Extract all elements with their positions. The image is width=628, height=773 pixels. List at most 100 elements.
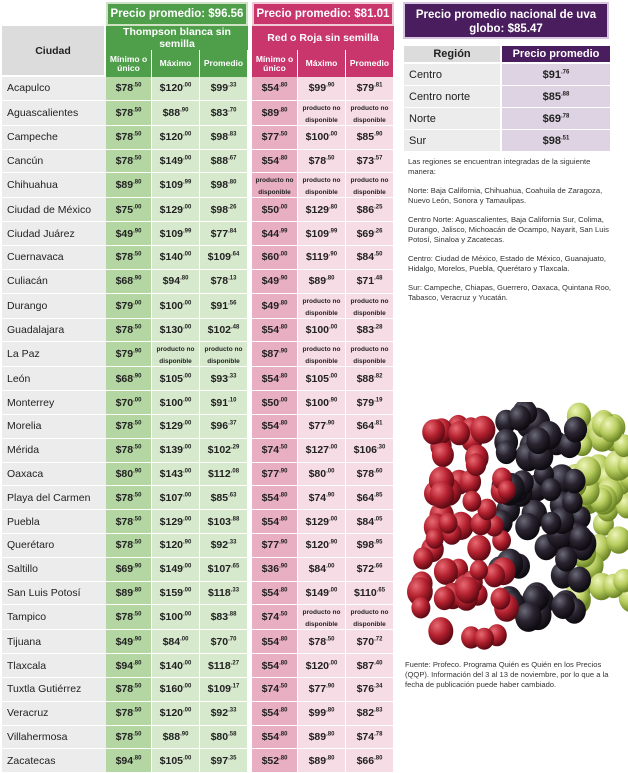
city-name: Culiacán xyxy=(2,270,106,294)
grape-berry xyxy=(515,602,542,632)
red-avg-cell: $85.90 xyxy=(346,126,394,150)
grape-berry xyxy=(541,512,561,535)
red-max-cell: producto no disponible xyxy=(298,342,346,367)
red-min-cell: $54.80 xyxy=(252,630,298,654)
thompson-max-cell: $100.00 xyxy=(152,391,200,415)
thompson-avg-cell: $118.33 xyxy=(200,582,248,606)
not-available: producto no disponible xyxy=(303,105,341,124)
city-name: Puebla xyxy=(2,510,106,534)
table-row: Ciudad de México$75.00$129.00$98.26$50.0… xyxy=(2,198,394,222)
grape-berry xyxy=(562,490,583,513)
thompson-min-cell: $78.50 xyxy=(106,702,152,726)
grape-berry xyxy=(411,597,430,618)
notes-sur: Sur: Campeche, Chiapas, Guerrero, Oaxaca… xyxy=(408,283,613,303)
red-max-cell: producto no disponible xyxy=(298,101,346,126)
thompson-avg-cell: $98.80 xyxy=(200,173,248,198)
national-avg-banner: Precio promedio nacional de uva globo: $… xyxy=(403,2,609,39)
thompson-min-cell: $78.50 xyxy=(106,534,152,558)
city-column-header: Ciudad xyxy=(2,26,106,77)
table-row: Querétaro$78.50$120.90$92.33$77.90$120.9… xyxy=(2,534,394,558)
price-table: Precio promedio: $96.56 Precio promedio:… xyxy=(2,2,394,773)
thompson-max-cell: $120.00 xyxy=(152,702,200,726)
red-avg-cell: $72.66 xyxy=(346,558,394,582)
thompson-max-cell: $130.00 xyxy=(152,319,200,343)
table-row: Tijuana$49.90$84.00$70.70$54.80$78.50$70… xyxy=(2,630,394,654)
thompson-avg-cell: $102.29 xyxy=(200,439,248,463)
city-name: Mérida xyxy=(2,439,106,463)
table-row: Mérida$78.50$139.00$102.29$74.50$127.00$… xyxy=(2,439,394,463)
thompson-max-cell: $94.80 xyxy=(152,270,200,294)
thompson-max-cell: $160.00 xyxy=(152,678,200,702)
red-min-cell: $74.50 xyxy=(252,439,298,463)
red-max-cell: $129.00 xyxy=(298,510,346,534)
red-avg-cell: $71.48 xyxy=(346,270,394,294)
city-name: Tlaxcala xyxy=(2,654,106,678)
city-name: Acapulco xyxy=(2,77,106,101)
city-name: Campeche xyxy=(2,126,106,150)
city-name: Ciudad Juárez xyxy=(2,222,106,246)
thompson-avg-cell: $99.33 xyxy=(200,77,248,101)
grape-berry xyxy=(413,547,433,569)
thompson-avg-cell: $96.37 xyxy=(200,415,248,439)
red-max-cell: producto no disponible xyxy=(298,294,346,319)
grape-berry xyxy=(463,491,482,512)
red-min-cell: $89.80 xyxy=(252,101,298,126)
thompson-min-cell: $70.00 xyxy=(106,391,152,415)
thompson-avg-cell: $83.70 xyxy=(200,101,248,126)
city-name: Durango xyxy=(2,294,106,319)
thompson-min-cell: $78.50 xyxy=(106,77,152,101)
city-name: Morelia xyxy=(2,415,106,439)
grape-berry xyxy=(491,588,511,610)
not-available: producto no disponible xyxy=(351,298,389,317)
city-name: Playa del Carmen xyxy=(2,486,106,510)
thompson-avg-cell: $88.67 xyxy=(200,150,248,174)
red-max-cell: producto no disponible xyxy=(298,605,346,630)
city-name: Cuernavaca xyxy=(2,246,106,270)
red-max-cell: $89.80 xyxy=(298,270,346,294)
red-avg-cell: producto no disponible xyxy=(346,101,394,126)
region-row: Centro norte$85.88 xyxy=(404,86,610,108)
notes-norte: Norte: Baja California, Chihuahua, Coahu… xyxy=(408,186,613,206)
thompson-avg-cell: $103.88 xyxy=(200,510,248,534)
thompson-max-cell: $139.00 xyxy=(152,439,200,463)
red-avg-cell: producto no disponible xyxy=(346,294,394,319)
table-row: Morelia$78.50$129.00$96.37$54.80$77.90$6… xyxy=(2,415,394,439)
red-max-cell: $77.90 xyxy=(298,678,346,702)
table-row: Playa del Carmen$78.50$107.00$85.63$54.8… xyxy=(2,486,394,510)
table-row: Acapulco$78.50$120.00$99.33$54.80$99.90$… xyxy=(2,77,394,101)
thompson-min-cell: $78.50 xyxy=(106,150,152,174)
red-avg-cell: $76.34 xyxy=(346,678,394,702)
thompson-max-cell: $88.90 xyxy=(152,726,200,750)
thompson-avg-cell: $102.48 xyxy=(200,319,248,343)
grape-berry xyxy=(466,453,486,476)
thompson-avg-header: Promedio xyxy=(200,50,248,77)
thompson-max-cell: $105.00 xyxy=(152,367,200,391)
thompson-min-cell: $80.90 xyxy=(106,463,152,487)
region-price-header: Precio promedio xyxy=(500,46,610,64)
thompson-avg-cell: $77.84 xyxy=(200,222,248,246)
red-max-cell: $80.00 xyxy=(298,463,346,487)
thompson-min-cell: $69.90 xyxy=(106,558,152,582)
grape-berry xyxy=(555,547,577,572)
thompson-min-cell: $78.50 xyxy=(106,605,152,630)
notes-intro: Las regiones se encuentran integradas de… xyxy=(408,157,613,177)
table-row: Veracruz$78.50$120.00$92.33$54.80$99.80$… xyxy=(2,702,394,726)
table-row: Monterrey$70.00$100.00$91.10$50.00$100.9… xyxy=(2,391,394,415)
red-min-header: Mínimo o único xyxy=(252,50,298,77)
not-available: producto no disponible xyxy=(351,105,389,124)
table-row: Tuxtla Gutiérrez$78.50$160.00$109.17$74.… xyxy=(2,678,394,702)
red-max-cell: $89.80 xyxy=(298,749,346,773)
red-min-cell: $49.80 xyxy=(252,294,298,319)
thompson-max-cell: $84.00 xyxy=(152,630,200,654)
red-min-cell: $77.90 xyxy=(252,463,298,487)
city-name: Tijuana xyxy=(2,630,106,654)
grape-berry xyxy=(422,419,445,444)
city-name: Ciudad de México xyxy=(2,198,106,222)
red-min-cell: $36.90 xyxy=(252,558,298,582)
thompson-max-header: Máximo xyxy=(152,50,200,77)
region-name: Sur xyxy=(404,130,500,152)
thompson-avg-cell: $107.65 xyxy=(200,558,248,582)
grape-berry xyxy=(551,593,575,619)
region-row: Centro$91.76 xyxy=(404,64,610,86)
